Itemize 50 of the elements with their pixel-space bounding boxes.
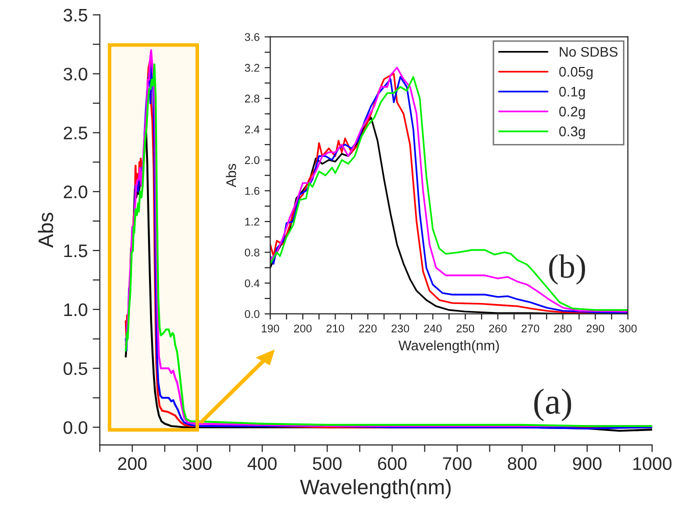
x-tick-label: 230: [392, 324, 410, 332]
y-tick-label: 2.0: [244, 156, 260, 164]
x-tick-label: 240: [424, 324, 442, 332]
legend-label: 0.05g: [559, 66, 593, 80]
y-tick-label: 3.2: [244, 64, 260, 72]
y-tick-label: 1.0: [64, 303, 88, 316]
x-axis-title: Wavelength(nm): [398, 340, 499, 354]
y-tick-label: 0.0: [64, 421, 88, 434]
y-tick-label: 0.4: [244, 279, 260, 288]
x-tick-label: 290: [586, 324, 604, 332]
x-tick-label: 220: [359, 324, 377, 332]
x-tick-label: 250: [456, 324, 474, 332]
y-axis-title: Abs: [226, 164, 236, 188]
y-tick-label: 1.2: [245, 218, 260, 226]
x-tick-label: 200: [294, 324, 312, 332]
legend-label: No SDBS: [560, 46, 618, 57]
y-tick-label: 0.8: [244, 248, 260, 256]
y-tick-label: 2.4: [244, 125, 260, 134]
x-tick-label: 210: [326, 324, 344, 332]
legend-label: 0.2g: [559, 106, 585, 120]
x-tick-label: 270: [522, 324, 540, 332]
y-tick-label: 1.6: [245, 187, 260, 195]
legend-label: 0.1g: [559, 86, 585, 100]
x-tick-label: 280: [554, 324, 572, 332]
x-tick-label: 300: [619, 324, 637, 332]
y-tick-label: 3.6: [244, 33, 260, 41]
y-tick-label: 2.8: [244, 94, 260, 103]
annotation: (a): [534, 388, 572, 422]
x-tick-label: 400: [248, 457, 277, 470]
y-tick-label: 2.0: [64, 186, 88, 198]
x-tick-label: 300: [182, 457, 212, 470]
x-tick-label: 500: [312, 457, 342, 470]
y-tick-label: 0.5: [64, 362, 88, 376]
x-axis-title: Wavelength(nm): [300, 479, 451, 499]
x-tick-label: 190: [262, 324, 280, 332]
x-tick-label: 1000: [633, 457, 672, 470]
x-tick-label: 800: [508, 457, 537, 470]
y-tick-label: 0.0: [244, 310, 260, 318]
x-tick-label: 200: [118, 457, 147, 470]
x-tick-label: 700: [443, 457, 472, 470]
legend-label: 0.3g: [559, 126, 585, 140]
y-tick-label: 2.5: [64, 126, 88, 140]
x-tick-label: 600: [378, 457, 407, 470]
y-tick-label: 3.5: [64, 8, 88, 22]
y-tick-label: 1.5: [64, 244, 88, 258]
x-tick-label: 900: [572, 457, 602, 470]
y-axis-title: Abs: [38, 212, 54, 248]
annotation: (b): [549, 254, 586, 285]
x-tick-label: 260: [489, 324, 507, 332]
y-tick-label: 3.0: [64, 68, 88, 80]
